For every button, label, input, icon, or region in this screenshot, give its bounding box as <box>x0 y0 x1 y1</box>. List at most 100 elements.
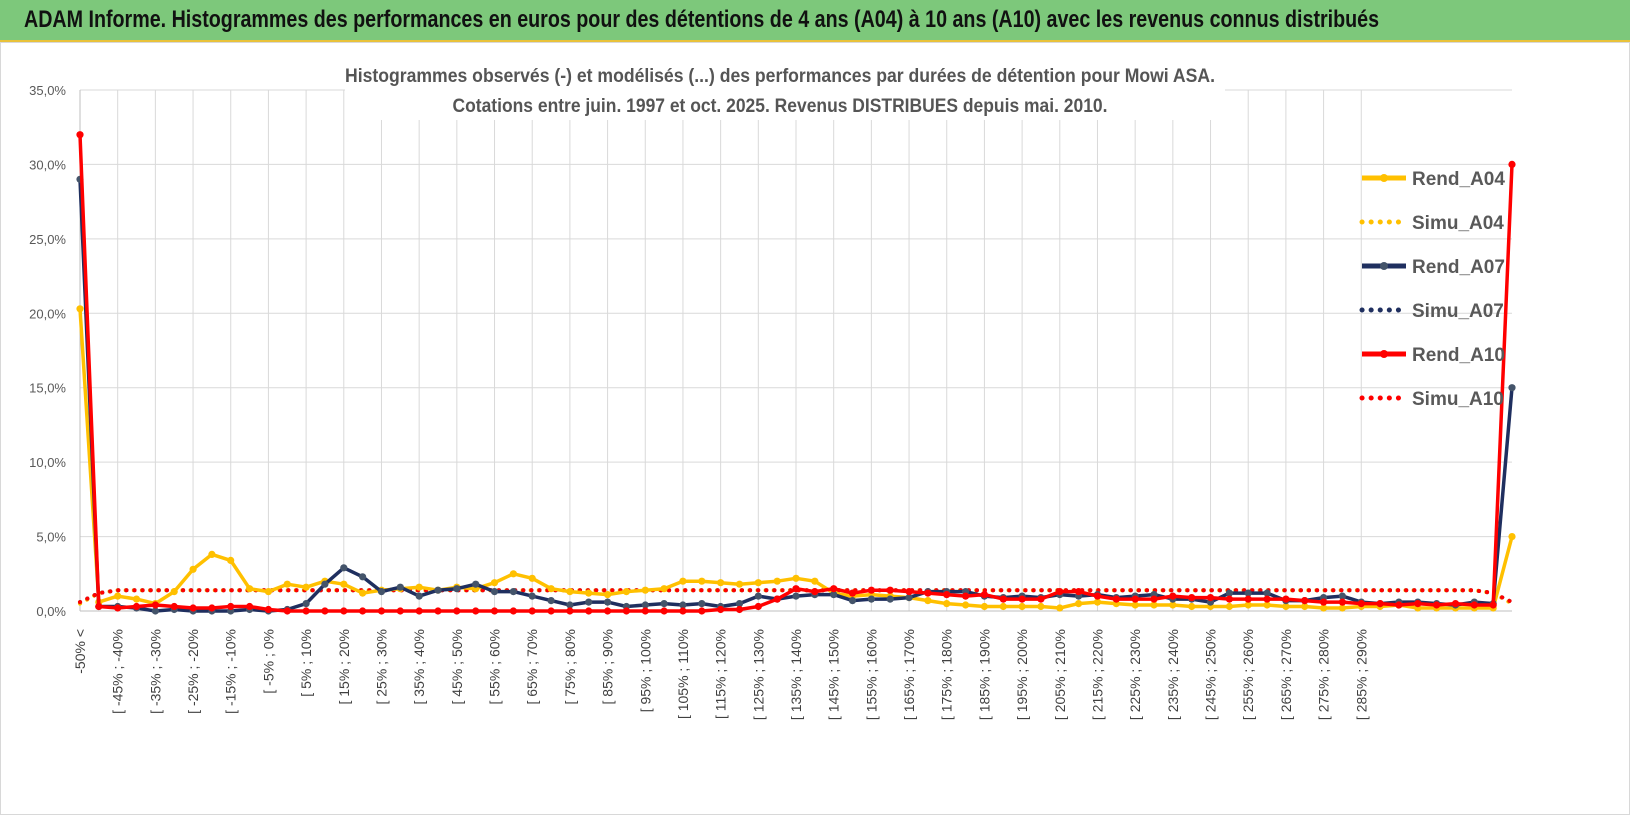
point-rend-a10 <box>1395 601 1403 609</box>
legend-item-simu-a10: Simu_A10 <box>1359 389 1504 410</box>
point-rend-a04 <box>735 580 744 588</box>
x-tick-label: [ 65% ; 70% <box>524 629 540 705</box>
point-rend-a04 <box>1075 600 1083 608</box>
point-rend-a04 <box>622 588 631 596</box>
point-rend-a10 <box>962 592 970 600</box>
point-rend-a07 <box>509 588 517 596</box>
point-rend-a10 <box>76 131 84 139</box>
point-rend-a10 <box>264 605 272 614</box>
chart-title-line1: Histogrammes observés (-) et modélisés (… <box>345 66 1215 87</box>
point-rend-a10 <box>622 607 631 615</box>
point-rend-a07 <box>377 588 386 596</box>
y-tick-label: 5,0% <box>36 530 66 545</box>
point-rend-a04 <box>754 579 762 587</box>
histogram-chart: 0,0% 5,0% 10,0% 15,0% 20,0% 25,0% 30,0% 35,0% -… <box>29 60 1516 720</box>
point-rend-a07 <box>848 597 857 605</box>
point-rend-a04 <box>1018 602 1026 611</box>
series-rend-a10 <box>76 131 1516 615</box>
point-rend-a10 <box>848 589 857 597</box>
report-title: ADAM Informe. Histogrammes des performan… <box>24 6 1380 33</box>
legend-label: Rend_A04 <box>1412 169 1505 190</box>
point-rend-a07 <box>340 564 348 572</box>
point-rend-a10 <box>773 595 781 603</box>
point-rend-a04 <box>641 586 649 594</box>
point-rend-a10 <box>1470 601 1478 609</box>
point-rend-a10 <box>321 607 329 615</box>
x-tick-label: [ 5% ; 10% <box>298 629 314 697</box>
point-rend-a04 <box>246 585 254 593</box>
point-rend-a10 <box>811 588 819 596</box>
point-rend-a04 <box>1188 602 1196 611</box>
point-rend-a07 <box>641 601 649 609</box>
point-rend-a10 <box>905 588 913 596</box>
point-rend-a10 <box>1188 594 1196 602</box>
y-tick-label: 25,0% <box>29 232 66 247</box>
point-rend-a10 <box>1376 600 1384 608</box>
point-rend-a07 <box>1244 589 1252 597</box>
y-tick-label: 10,0% <box>29 455 66 470</box>
point-rend-a04 <box>1037 602 1045 611</box>
x-tick-label: [ 235% ; 240% <box>1165 629 1181 720</box>
x-tick-label: [ 265% ; 270% <box>1278 629 1294 720</box>
point-rend-a10 <box>359 607 367 615</box>
point-rend-a04 <box>1244 601 1252 609</box>
point-rend-a10 <box>1093 592 1102 600</box>
legend-item-simu-a04: Simu_A04 <box>1359 213 1504 234</box>
x-tick-label: [ 115% ; 120% <box>713 629 729 719</box>
point-rend-a04 <box>283 580 291 588</box>
legend-item-rend-a07: Rend_A07 <box>1362 257 1505 278</box>
point-rend-a07 <box>321 580 329 588</box>
point-rend-a04 <box>132 595 141 603</box>
point-rend-a04 <box>1338 604 1346 612</box>
point-rend-a04 <box>170 588 178 596</box>
x-tick-label: [ 105% ; 110% <box>675 629 691 719</box>
legend-item-rend-a10: Rend_A10 <box>1362 345 1505 366</box>
point-rend-a10 <box>1282 595 1290 603</box>
point-rend-a10 <box>396 607 404 615</box>
point-rend-a10 <box>1263 595 1271 603</box>
point-rend-a10 <box>227 602 235 611</box>
point-rend-a04 <box>1282 602 1290 611</box>
legend-marker <box>1380 350 1388 358</box>
point-rend-a10 <box>1357 600 1365 608</box>
x-tick-label: [ 145% ; 150% <box>826 629 842 720</box>
y-tick-label: 15,0% <box>29 381 66 396</box>
x-tick-label: [ -45% ; -40% <box>110 629 126 714</box>
point-rend-a07 <box>867 595 876 603</box>
point-rend-a07 <box>679 601 687 609</box>
point-rend-a10 <box>585 607 593 615</box>
x-tick-label: [ 85% ; 90% <box>600 629 616 705</box>
chart-title: Histogrammes observés (-) et modélisés (… <box>345 60 1225 120</box>
point-rend-a10 <box>547 607 555 615</box>
point-rend-a10 <box>302 607 310 615</box>
point-rend-a10 <box>340 607 348 615</box>
point-rend-a07 <box>1225 589 1233 597</box>
x-tick-label: [ -25% ; -20% <box>185 629 201 714</box>
point-rend-a10 <box>1451 600 1460 608</box>
point-rend-a10 <box>434 607 442 615</box>
point-rend-a04 <box>547 585 555 593</box>
x-tick-label: [ 245% ; 250% <box>1203 629 1219 720</box>
x-tick-label: [ 275% ; 280% <box>1316 629 1332 720</box>
point-rend-a04 <box>1169 601 1177 609</box>
point-rend-a10 <box>1244 595 1252 603</box>
point-rend-a07 <box>1508 384 1516 392</box>
x-tick-label: [ 35% ; 40% <box>411 629 427 705</box>
x-tick-label: [ 225% ; 230% <box>1127 629 1143 720</box>
point-rend-a10 <box>641 607 649 615</box>
x-tick-label: [ -15% ; -10% <box>223 629 239 714</box>
point-rend-a04 <box>962 601 970 609</box>
point-rend-a10 <box>735 605 744 614</box>
series-layer <box>76 131 1516 615</box>
point-rend-a10 <box>377 607 386 615</box>
x-tick-label: [ 95% ; 100% <box>637 629 653 712</box>
point-rend-a07 <box>151 607 159 615</box>
grid <box>79 89 1512 612</box>
x-tick-label: [ 45% ; 50% <box>449 629 465 705</box>
point-rend-a10 <box>1037 595 1045 603</box>
x-tick-label: [ 125% ; 130% <box>750 629 766 720</box>
point-rend-a04 <box>679 577 687 585</box>
x-tick-label: [ 255% ; 260% <box>1240 629 1256 720</box>
point-rend-a10 <box>566 607 574 615</box>
point-rend-a04 <box>585 589 593 597</box>
